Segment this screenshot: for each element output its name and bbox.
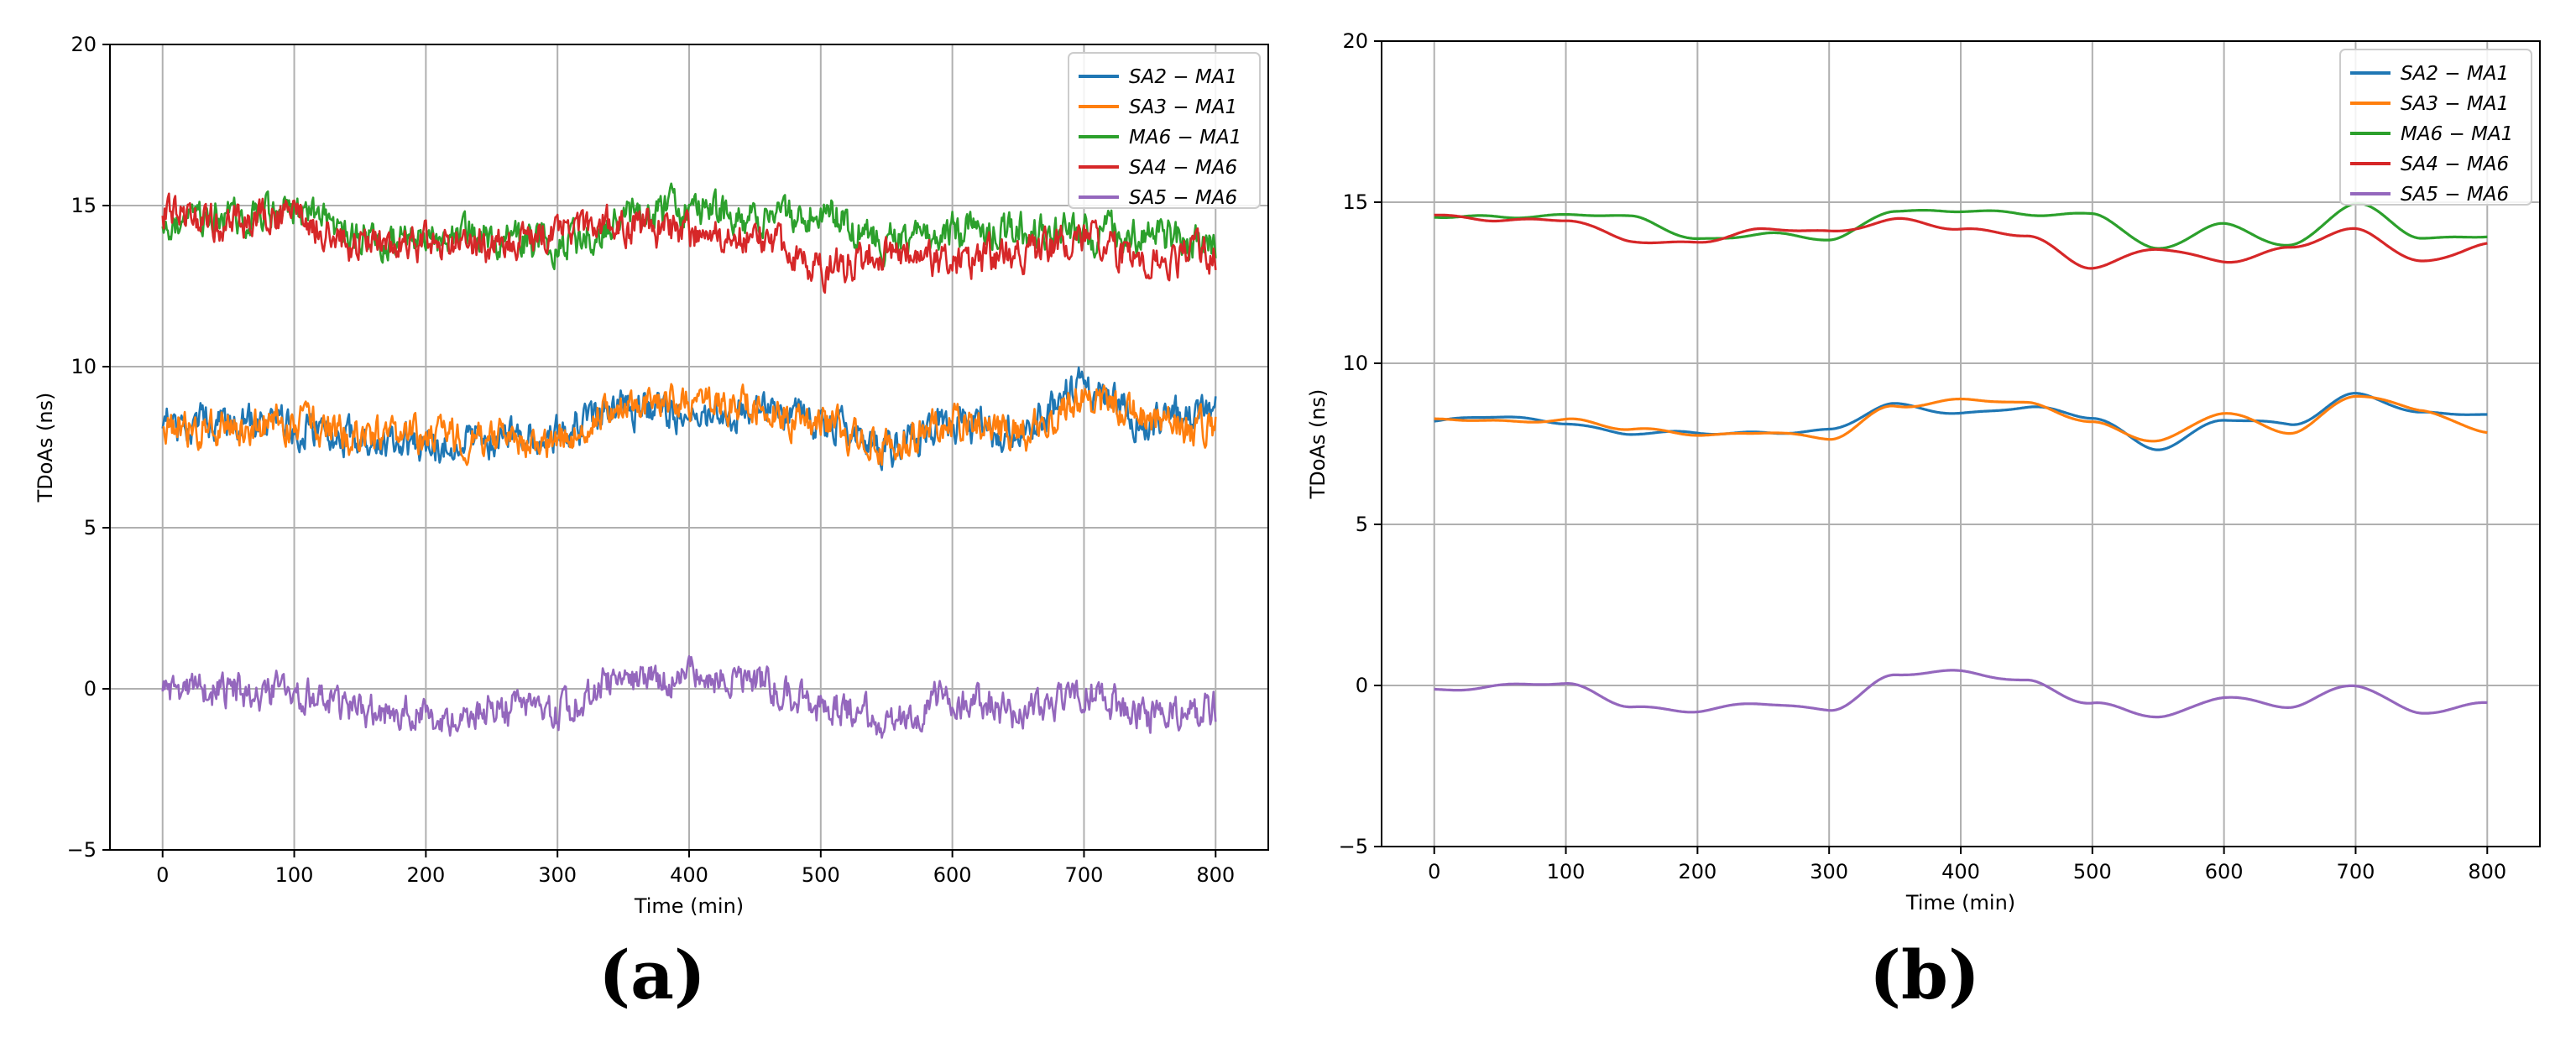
- ticks: 0 100 200 300 400 500 600 700 800 −5 0 5 10 15 20: [67, 33, 1236, 887]
- x-tick-label: 300: [1810, 860, 1848, 883]
- series-group: [1434, 202, 2488, 719]
- y-tick-label: 0: [84, 677, 97, 701]
- series-line-2: [1434, 202, 2488, 250]
- y-axis-label: TDoAs (ns): [1306, 389, 1330, 500]
- y-tick-label: −5: [67, 838, 97, 862]
- grid: [1382, 40, 2540, 847]
- legend-label-2: MA6 − MA1: [2401, 123, 2513, 145]
- x-tick-label: 400: [670, 863, 708, 887]
- panel-b: 0 100 200 300 400 500 600 700 800 −5 0 5 10 15 20 Time …: [1306, 29, 2541, 1014]
- x-tick-label: 600: [2205, 860, 2244, 883]
- legend-label-3: SA4 − MA6: [2401, 154, 2509, 175]
- legend-label-1: SA3 − MA1: [1129, 96, 1237, 118]
- y-tick-label: 20: [1342, 29, 1368, 53]
- x-tick-label: 200: [406, 863, 445, 887]
- legend-label-3: SA4 − MA6: [1129, 157, 1237, 179]
- series-line-4: [161, 654, 1217, 739]
- x-tick-label: 400: [1941, 860, 1980, 883]
- legend: SA2 − MA1 SA3 − MA1 MA6 − MA1 SA4 − MA6 SA5 …: [2339, 49, 2532, 206]
- x-tick-label: 0: [1428, 860, 1440, 883]
- x-axis-label: Time (min): [1905, 891, 2015, 915]
- y-tick-label: 20: [71, 33, 97, 56]
- panel-a: 0 100 200 300 400 500 600 700 800 −5 0 5 10 15 20 Time …: [34, 33, 1269, 1014]
- ticks: 0 100 200 300 400 500 600 700 800 −5 0 5 10 15 20: [1339, 29, 2507, 883]
- x-tick-label: 800: [2468, 860, 2506, 883]
- legend-label-2: MA6 − MA1: [1129, 127, 1241, 149]
- series-line-3: [1434, 213, 2488, 270]
- legend-label-0: SA2 − MA1: [1129, 66, 1237, 88]
- series-line-0: [1434, 392, 2488, 451]
- series-line-4: [1434, 669, 2488, 719]
- y-tick-label: −5: [1339, 835, 1368, 858]
- series-line-2: [161, 182, 1217, 271]
- y-axis-label: TDoAs (ns): [34, 393, 57, 503]
- x-tick-label: 100: [275, 863, 314, 887]
- x-tick-label: 600: [933, 863, 972, 887]
- x-tick-label: 700: [2337, 860, 2375, 883]
- y-tick-label: 5: [1356, 513, 1368, 536]
- series-line-1: [162, 383, 1217, 466]
- x-tick-label: 100: [1547, 860, 1586, 883]
- legend-box: [2339, 49, 2532, 206]
- legend: SA2 − MA1 SA3 − MA1 MA6 − MA1 SA4 − MA6 SA5 …: [1068, 52, 1261, 209]
- y-tick-label: 10: [71, 355, 97, 378]
- y-tick-label: 10: [1342, 352, 1368, 375]
- y-tick-label: 0: [1356, 674, 1368, 697]
- y-tick-label: 15: [1342, 190, 1368, 214]
- panel-label: (a): [598, 935, 706, 1014]
- series-line-1: [1434, 394, 2488, 443]
- x-tick-label: 800: [1196, 863, 1235, 887]
- x-tick-label: 500: [802, 863, 840, 887]
- series-group: [161, 182, 1217, 739]
- x-tick-label: 200: [1678, 860, 1716, 883]
- x-tick-label: 500: [2073, 860, 2112, 883]
- legend-label-4: SA5 − MA6: [1129, 187, 1237, 209]
- x-tick-label: 300: [538, 863, 577, 887]
- legend-label-0: SA2 − MA1: [2401, 63, 2509, 85]
- series-line-3: [161, 192, 1217, 294]
- x-tick-label: 700: [1065, 863, 1104, 887]
- y-tick-label: 5: [84, 516, 97, 539]
- x-tick-label: 0: [156, 863, 169, 887]
- x-axis-label: Time (min): [634, 894, 744, 918]
- legend-box: [1068, 52, 1261, 209]
- y-tick-label: 15: [71, 194, 97, 217]
- legend-label-1: SA3 − MA1: [2401, 93, 2509, 115]
- legend-label-4: SA5 − MA6: [2401, 184, 2509, 206]
- panel-label: (b): [1869, 935, 1980, 1014]
